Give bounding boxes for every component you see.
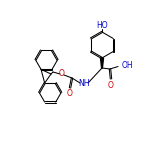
Text: OH: OH (122, 62, 134, 71)
Text: NH: NH (78, 78, 90, 88)
Text: O: O (59, 69, 65, 78)
Polygon shape (100, 58, 104, 68)
Text: O: O (108, 81, 114, 90)
Text: O: O (67, 90, 73, 98)
Text: HO: HO (96, 21, 108, 31)
